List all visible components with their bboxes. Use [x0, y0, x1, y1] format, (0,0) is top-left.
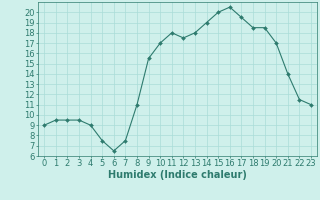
- X-axis label: Humidex (Indice chaleur): Humidex (Indice chaleur): [108, 170, 247, 180]
